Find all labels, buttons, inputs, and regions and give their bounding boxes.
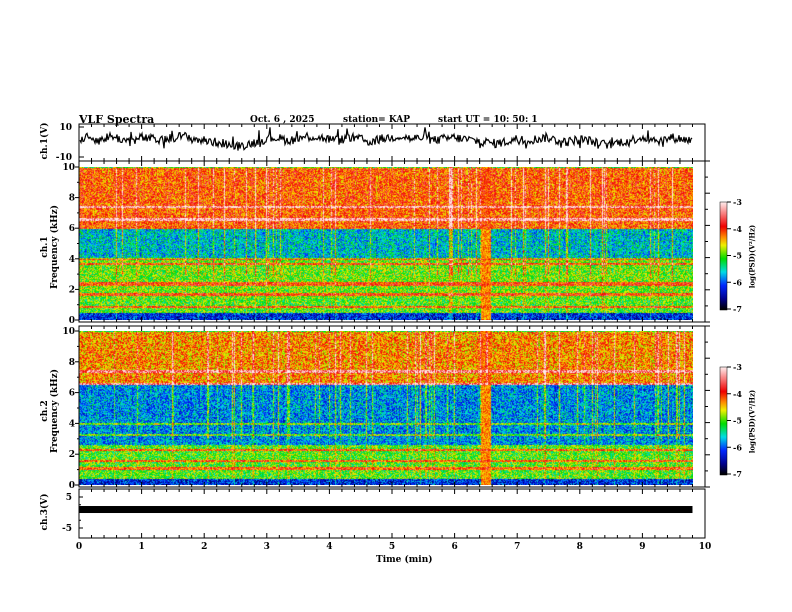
x-tick-label: 10	[699, 542, 712, 552]
ch2-freq-tick-label: 2	[69, 450, 75, 460]
x-axis-label: Time (min)	[376, 555, 433, 565]
x-tick-label: 4	[326, 542, 332, 552]
ch3-ytick-label: 5	[66, 493, 72, 503]
colorbar-tick-label: -3	[733, 362, 742, 372]
colorbar-tick-label: -5	[733, 416, 742, 426]
colorbar-tick-label: -6	[733, 442, 742, 452]
ch1-freq-tick-label: 4	[69, 255, 75, 265]
ch2-freq-tick-label: 4	[69, 419, 75, 429]
colorbar-tick-label: -7	[733, 469, 742, 479]
ch2-colorbar	[720, 367, 727, 475]
x-tick-label: 6	[451, 542, 457, 552]
colorbar-tick-label: -3	[733, 197, 742, 207]
ch1-freq-tick-label: 0	[69, 316, 75, 326]
colorbar-frame	[719, 201, 728, 311]
ch2-freq-tick-label: 0	[69, 481, 75, 491]
panel-3-frame	[78, 325, 706, 488]
ch1-freq-tick-label: 10	[62, 163, 75, 173]
ch2-colorbar-label: log(PSD)(V²/Hz)	[747, 389, 757, 454]
x-tick-label: 1	[138, 542, 144, 552]
colorbar-tick-label: -4	[733, 224, 742, 234]
x-tick-label: 8	[577, 542, 583, 552]
panel-2-frame	[78, 160, 706, 323]
ch3-waveform-line	[79, 506, 693, 514]
ch2-spectrogram-image	[79, 331, 693, 485]
ch1-ytick-label: -10	[56, 153, 72, 163]
colorbar-tick-label: -5	[733, 251, 742, 261]
ch1-colorbar-label: log(PSD)(V²/Hz)	[747, 224, 757, 289]
date-label: Oct. 6 , 2025	[250, 115, 315, 125]
colorbar-tick-label: -7	[733, 304, 742, 314]
ch3-ytick-label: -5	[62, 524, 72, 534]
ch1-wave-ylabel: ch.1(V)	[40, 122, 50, 160]
ch1-freq-tick-label: 6	[69, 224, 75, 234]
ch1-colorbar	[720, 202, 727, 310]
ch2-freq-tick-label: 6	[69, 389, 75, 399]
x-tick-label: 5	[389, 542, 395, 552]
ch2-freq-tick-label: 8	[69, 358, 75, 368]
ch1-freq-tick-label: 8	[69, 194, 75, 204]
ch1-ytick-label: 10	[59, 123, 72, 133]
figure-title: VLF Spectra	[79, 113, 155, 126]
panel-4-frame	[78, 488, 706, 539]
colorbar-tick-label: -6	[733, 277, 742, 287]
x-tick-label: 3	[264, 542, 270, 552]
ch1-waveform-line	[79, 127, 693, 151]
colorbar-tick-label: -4	[733, 389, 742, 399]
ch2-freq-tick-label: 10	[62, 327, 75, 337]
ch3-wave-ylabel: ch.3(V)	[40, 493, 50, 531]
station-label: station= KAP	[343, 115, 411, 125]
x-tick-label: 7	[514, 542, 520, 552]
ch1-freq-tick-label: 2	[69, 285, 75, 295]
colorbar-frame	[719, 366, 728, 476]
x-tick-label: 0	[76, 542, 82, 552]
x-tick-label: 2	[201, 542, 207, 552]
ch1-spec-ylabel-channel: ch.1 Frequency (kHz)	[40, 205, 60, 290]
ch1-spectrogram-image	[79, 167, 693, 320]
start-time-label: start UT = 10: 50: 1	[438, 115, 538, 125]
x-tick-label: 9	[639, 542, 645, 552]
ch2-spec-ylabel-channel: ch.2 Frequency (kHz)	[40, 369, 60, 454]
